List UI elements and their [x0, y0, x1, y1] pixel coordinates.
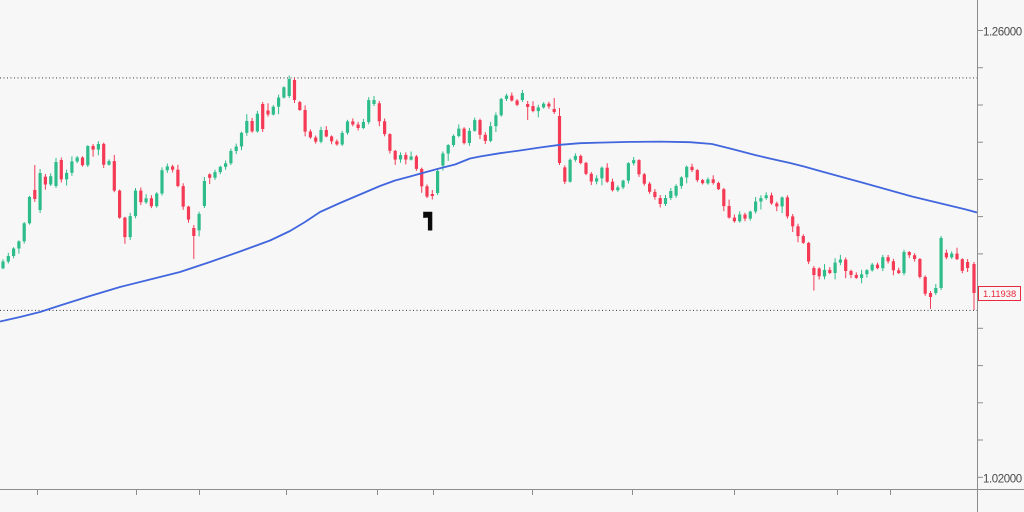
svg-text:1.26000: 1.26000: [983, 26, 1022, 38]
svg-text:1.11938: 1.11938: [983, 288, 1016, 299]
svg-text:1.02000: 1.02000: [983, 473, 1022, 485]
